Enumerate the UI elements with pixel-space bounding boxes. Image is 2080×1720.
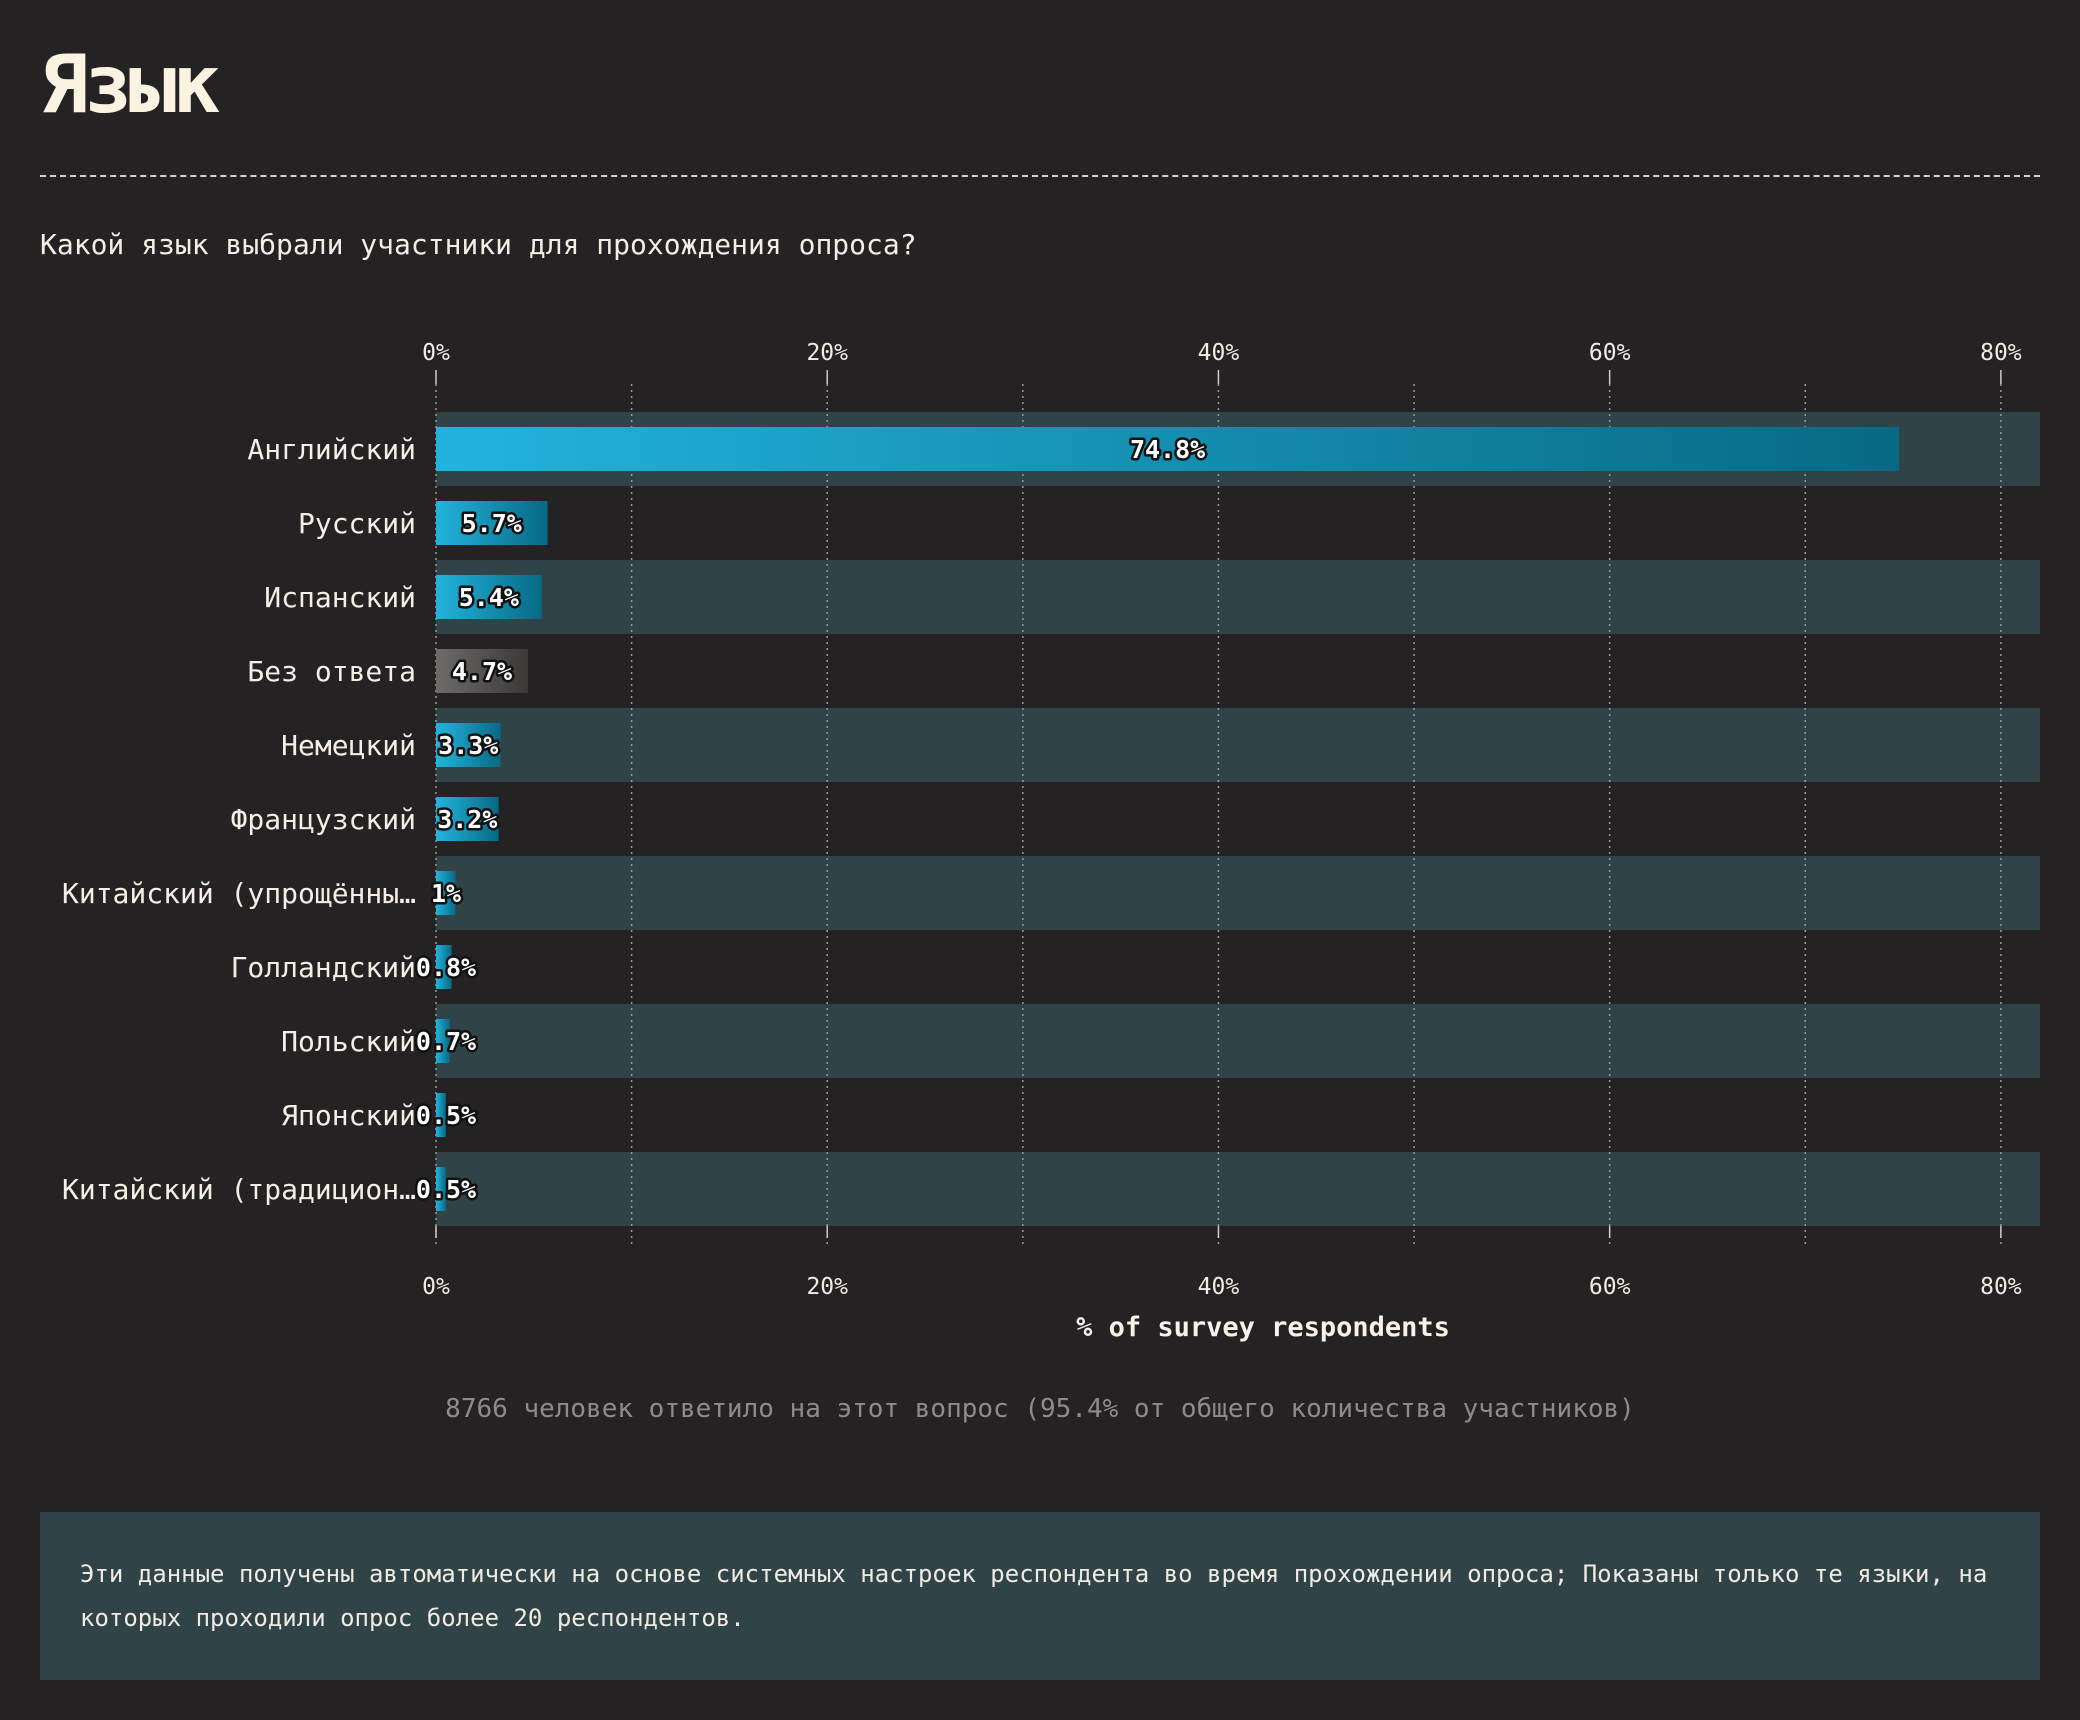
value-label: 1%	[431, 879, 461, 908]
value-label: 0.5%	[416, 1101, 476, 1130]
category-label: Английский	[247, 433, 416, 466]
value-label: 3.3%	[438, 731, 498, 760]
bar	[436, 649, 528, 693]
tick-label: 60%	[1589, 340, 1631, 366]
value-label: 5.7%	[462, 509, 522, 538]
category-label: Польский	[281, 1025, 416, 1058]
value-label: 0.5%	[416, 1175, 476, 1204]
category-labels: Английский Русский Испанский Без ответа Неме…	[62, 433, 416, 1206]
bar	[436, 723, 501, 767]
bar	[436, 1093, 446, 1137]
category-label: Голландский	[231, 951, 416, 984]
row-bands	[436, 412, 2040, 1226]
tick-label: 40%	[1198, 340, 1240, 366]
survey-question: Какой язык выбрали участники для прохожд…	[40, 228, 917, 261]
bar	[436, 945, 452, 989]
tick-label: 20%	[806, 340, 848, 366]
category-label: Русский	[298, 507, 416, 540]
tick-label: 60%	[1589, 1274, 1631, 1300]
row-band	[436, 708, 2040, 782]
bar	[436, 1019, 450, 1063]
value-label: 0.7%	[416, 1027, 476, 1056]
language-bar-chart: Английский Русский Испанский Без ответа Неме…	[62, 340, 2040, 1343]
page-title: Язык	[40, 38, 221, 131]
category-label: Китайский (упрощённы…	[62, 877, 416, 910]
tick-label: 80%	[1980, 340, 2022, 366]
bar	[436, 501, 548, 545]
row-band	[436, 1004, 2040, 1078]
category-label: Немецкий	[281, 729, 416, 762]
data-note: Эти данные получены автоматически на осн…	[40, 1512, 2040, 1680]
category-label: Французский	[231, 803, 416, 836]
x-axis-label: % of survey respondents	[1076, 1312, 1450, 1343]
value-label: 0.8%	[416, 953, 476, 982]
category-label: Испанский	[264, 581, 416, 614]
tick-label: 0%	[422, 340, 450, 366]
category-label: Японский	[281, 1099, 416, 1132]
tick-label: 80%	[1980, 1274, 2022, 1300]
value-label: 3.2%	[437, 805, 497, 834]
bars	[436, 427, 1900, 1211]
respondents-count: 8766 человек ответило на этот вопрос (95…	[445, 1394, 1635, 1424]
bar	[436, 1167, 446, 1211]
row-band	[436, 560, 2040, 634]
grid-lines	[435, 384, 2002, 1248]
value-label: 74.8%	[1130, 435, 1205, 464]
title-divider	[40, 175, 2040, 177]
category-label: Без ответа	[247, 655, 416, 688]
row-band	[436, 856, 2040, 930]
value-label: 5.4%	[459, 583, 519, 612]
bottom-axis: 0% 20% 40% 60% 80%	[422, 1226, 2022, 1300]
bar	[436, 427, 1900, 471]
tick-label: 20%	[806, 1274, 848, 1300]
top-axis: 0% 20% 40% 60% 80%	[422, 340, 2022, 384]
bar	[436, 575, 542, 619]
bar	[436, 871, 456, 915]
tick-label: 40%	[1198, 1274, 1240, 1300]
row-band	[436, 1152, 2040, 1226]
value-label: 4.7%	[452, 657, 512, 686]
value-labels: 74.8% 5.7% 5.4% 4.7% 3.3% 3.2% 1% 0.8% 0.7% 0.5% 0…	[413, 433, 1207, 1207]
category-label: Китайский (традицион…	[62, 1173, 416, 1206]
bar	[436, 797, 499, 841]
tick-label: 0%	[422, 1274, 450, 1300]
